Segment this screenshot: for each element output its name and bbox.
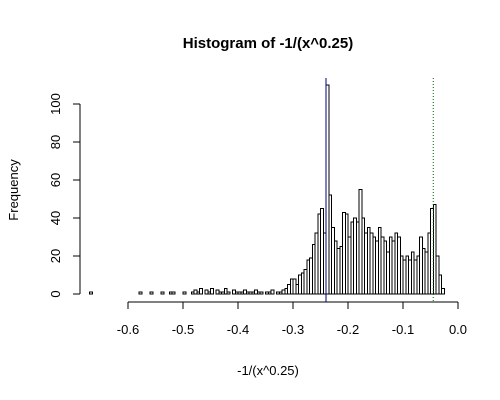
histogram-bar bbox=[226, 291, 231, 295]
histogram-bar bbox=[223, 287, 228, 295]
x-tick-label: 0.0 bbox=[449, 322, 467, 337]
histogram-bar bbox=[438, 274, 442, 295]
x-tick-label: -0.4 bbox=[227, 322, 249, 337]
histogram-bar bbox=[89, 291, 93, 295]
histogram-bar bbox=[270, 289, 275, 295]
y-axis: 0 20 40 60 80 100 bbox=[48, 93, 81, 298]
histogram-bars bbox=[89, 84, 445, 295]
y-axis-title: Frequency bbox=[6, 159, 21, 221]
y-tick-label: 0 bbox=[48, 290, 63, 297]
x-tick-label: -0.5 bbox=[172, 322, 194, 337]
histogram-bar bbox=[171, 291, 176, 295]
y-tick-label: 40 bbox=[48, 211, 63, 225]
histogram-bar bbox=[160, 291, 165, 295]
histogram-bar bbox=[199, 287, 203, 295]
histogram-bar bbox=[138, 291, 143, 295]
histogram-bar bbox=[182, 291, 187, 295]
x-tick-label: -0.6 bbox=[117, 322, 139, 337]
histogram-bar bbox=[259, 291, 264, 295]
y-tick-label: 80 bbox=[48, 135, 63, 149]
histogram-bar bbox=[210, 287, 214, 295]
histogram-bar bbox=[149, 291, 154, 295]
x-tick-label: -0.3 bbox=[282, 322, 304, 337]
x-axis-title: -1/(x^0.25) bbox=[237, 363, 299, 378]
y-tick-label: 100 bbox=[48, 93, 63, 115]
x-tick-label: -0.1 bbox=[392, 322, 414, 337]
x-axis: -0.6 -0.5 -0.4 -0.3 -0.2 -0.1 0.0 bbox=[117, 301, 467, 337]
histogram-bar bbox=[441, 287, 445, 295]
y-tick-label: 60 bbox=[48, 173, 63, 187]
reference-lines bbox=[325, 78, 434, 302]
y-tick-label: 20 bbox=[48, 249, 63, 263]
x-tick-label: -0.2 bbox=[337, 322, 359, 337]
chart-title: Histogram of -1/(x^0.25) bbox=[183, 35, 353, 52]
